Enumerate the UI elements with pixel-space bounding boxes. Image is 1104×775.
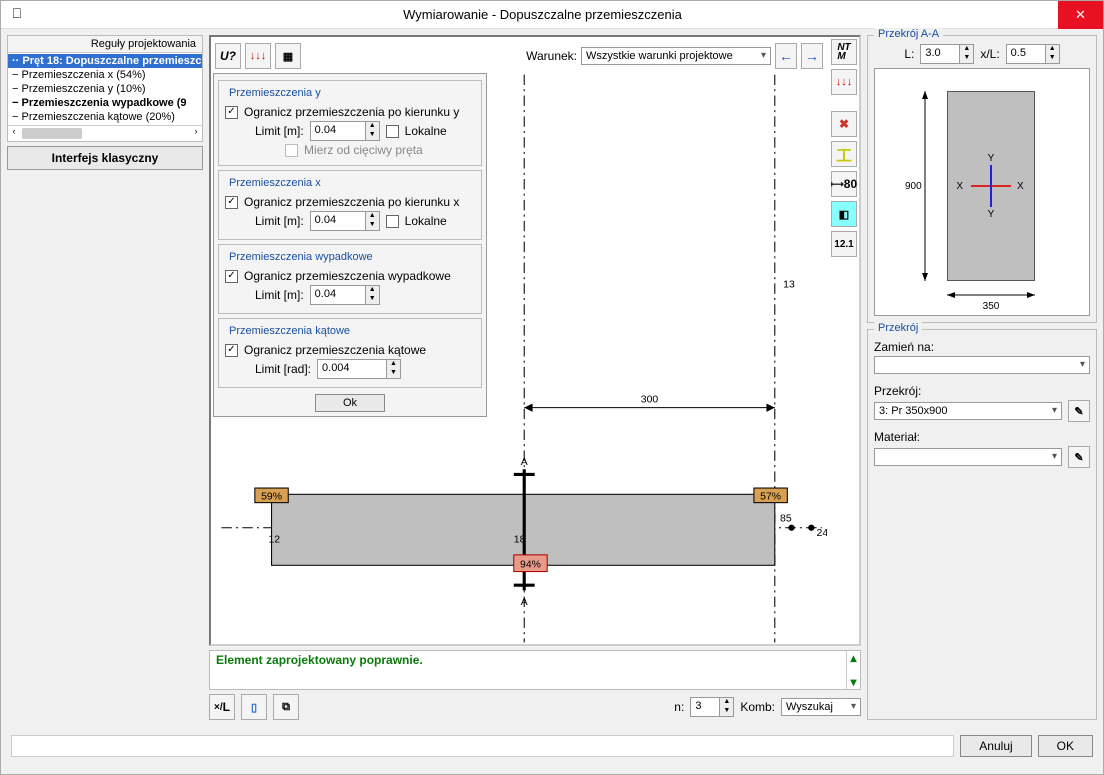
titlebar: ⎕ Wymiarowanie - Dopuszczalne przemieszc… bbox=[1, 1, 1103, 29]
svg-text:350: 350 bbox=[983, 301, 1000, 312]
side-toolbar: NTM ↓↓↓ ✖ 工 ⟼80 ◧ 12.1 bbox=[831, 39, 857, 257]
zamien-label: Zamień na: bbox=[874, 340, 1090, 354]
status-scrollbar[interactable]: ▴▾ bbox=[846, 651, 860, 689]
svg-text:24: 24 bbox=[817, 528, 827, 539]
cancel-button[interactable]: Anuluj bbox=[960, 735, 1031, 757]
xL-label: x/L: bbox=[980, 47, 999, 61]
svg-text:Y: Y bbox=[988, 209, 995, 220]
tree-item-przem-kat[interactable]: Przemieszczenia kątowe (20%) bbox=[8, 110, 202, 124]
section-box-title: Przekrój bbox=[874, 322, 922, 334]
app-icon: ⎕ bbox=[7, 5, 27, 25]
tool-strike-button[interactable]: ✖ bbox=[831, 111, 857, 137]
n-input[interactable]: 3▲▼ bbox=[690, 697, 734, 717]
tool-xl-button[interactable]: ×/L bbox=[209, 694, 235, 720]
tree-hscroll[interactable]: ‹ › bbox=[8, 125, 202, 141]
beam-diagram: 300 13 A A 12 18 85 24 bbox=[211, 37, 827, 646]
svg-text:59%: 59% bbox=[261, 492, 282, 503]
material-combo[interactable] bbox=[874, 448, 1062, 466]
L-input[interactable]: 3.0▲▼ bbox=[920, 44, 974, 64]
footer-field bbox=[11, 735, 954, 757]
svg-text:18: 18 bbox=[514, 534, 526, 545]
svg-text:A: A bbox=[521, 457, 528, 468]
close-button[interactable]: ✕ bbox=[1058, 1, 1103, 29]
svg-text:Y: Y bbox=[988, 153, 995, 164]
ok-button[interactable]: OK bbox=[1038, 735, 1093, 757]
przekroj-edit-button[interactable]: ✎ bbox=[1068, 400, 1090, 422]
rules-header: Reguły projektowania bbox=[8, 36, 202, 53]
tool-ntm-button[interactable]: NTM bbox=[831, 39, 857, 65]
svg-text:300: 300 bbox=[641, 394, 659, 405]
window-title: Wymiarowanie - Dopuszczalne przemieszcze… bbox=[27, 7, 1058, 22]
svg-text:A: A bbox=[521, 597, 528, 608]
rules-tree[interactable]: Pręt 18: Dopuszczalne przemieszc Przemie… bbox=[8, 53, 202, 125]
svg-text:12: 12 bbox=[268, 534, 280, 545]
svg-text:57%: 57% bbox=[760, 492, 781, 503]
material-edit-button[interactable]: ✎ bbox=[1068, 446, 1090, 468]
material-label: Materiał: bbox=[874, 430, 1090, 444]
rules-panel: Reguły projektowania Pręt 18: Dopuszczal… bbox=[7, 35, 203, 142]
svg-text:X: X bbox=[956, 181, 963, 192]
komb-label: Komb: bbox=[740, 700, 775, 714]
status-message: Element zaprojektowany poprawnie. ▴▾ bbox=[209, 650, 861, 690]
tool-ibeam-button[interactable]: 工 bbox=[831, 141, 857, 167]
canvas-frame: U? ↓↓↓ ▦ Warunek: Wszystkie warunki proj… bbox=[209, 35, 861, 646]
section-aa-title: Przekrój A-A bbox=[874, 28, 943, 40]
n-label: n: bbox=[668, 700, 684, 714]
tool-121-button[interactable]: 12.1 bbox=[831, 231, 857, 257]
komb-combo[interactable]: Wyszukaj bbox=[781, 698, 861, 716]
przekroj-label: Przekrój: bbox=[874, 384, 1090, 398]
svg-text:94%: 94% bbox=[520, 559, 541, 570]
svg-text:900: 900 bbox=[905, 181, 922, 192]
tree-item-przem-x[interactable]: Przemieszczenia x (54%) bbox=[8, 68, 202, 82]
tree-item-przem-y[interactable]: Przemieszczenia y (10%) bbox=[8, 82, 202, 96]
tool-dims-button[interactable]: ⟼80 bbox=[831, 171, 857, 197]
tool-fill-button[interactable]: ◧ bbox=[831, 201, 857, 227]
tool-stack-button[interactable]: ⧉ bbox=[273, 694, 299, 720]
xL-input[interactable]: 0.5▲▼ bbox=[1006, 44, 1060, 64]
svg-text:13: 13 bbox=[783, 280, 795, 291]
svg-text:X: X bbox=[1017, 181, 1024, 192]
svg-text:85: 85 bbox=[780, 513, 792, 524]
tree-item-pret18[interactable]: Pręt 18: Dopuszczalne przemieszc bbox=[8, 54, 202, 68]
zamien-combo[interactable] bbox=[874, 356, 1090, 374]
classic-interface-button[interactable]: Interfejs klasyczny bbox=[7, 146, 203, 170]
tool-column-button[interactable]: ▯ bbox=[241, 694, 267, 720]
tree-item-przem-wyp[interactable]: Przemieszczenia wypadkowe (9 bbox=[8, 96, 202, 110]
section-view: Y Y X X 900 bbox=[874, 68, 1090, 316]
tool-arrows2-button[interactable]: ↓↓↓ bbox=[831, 69, 857, 95]
L-label: L: bbox=[904, 47, 914, 61]
przekroj-combo[interactable]: 3: Pr 350x900 bbox=[874, 402, 1062, 420]
